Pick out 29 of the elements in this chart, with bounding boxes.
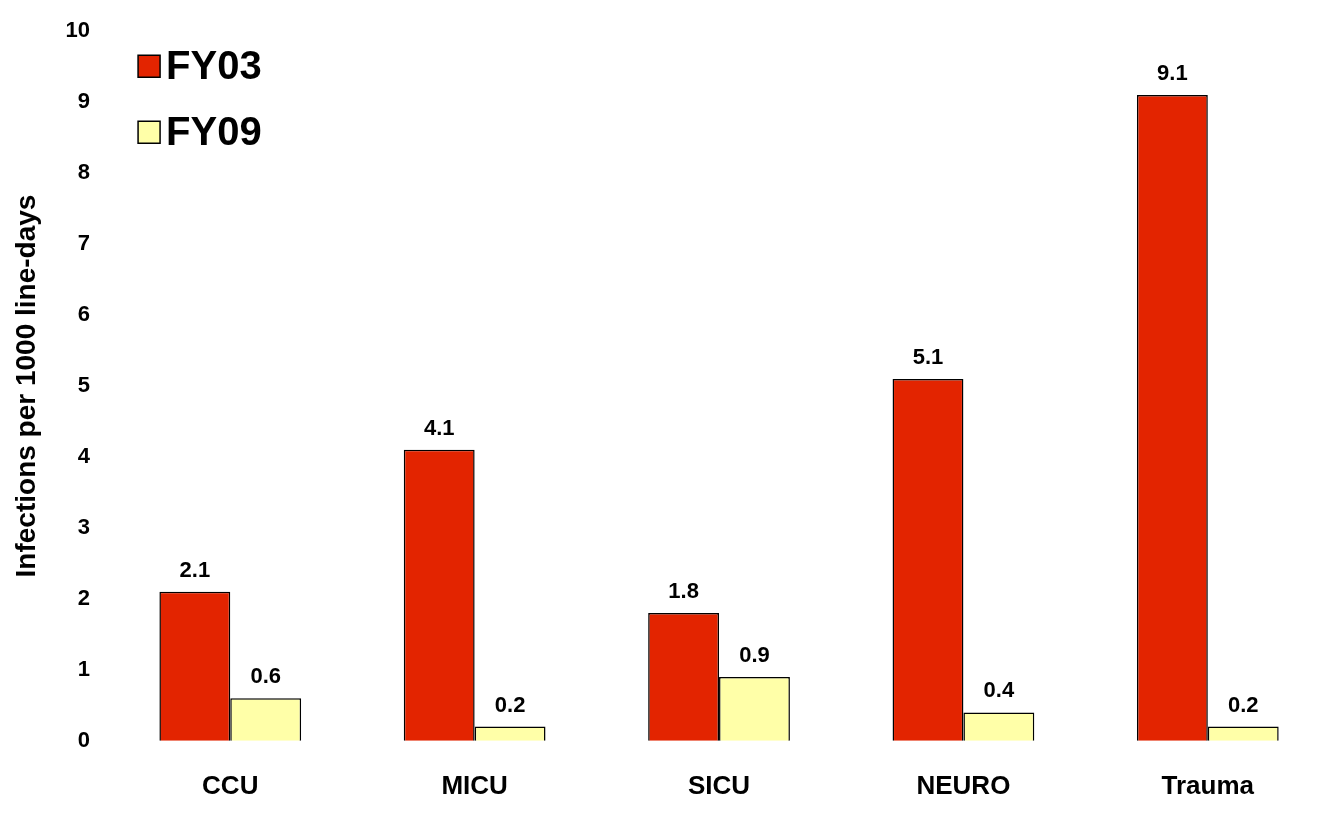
data-label: 2.1 xyxy=(179,556,211,582)
y-axis-title: Infections per 1000 line-days xyxy=(9,194,41,578)
y-tick-label: 0 xyxy=(77,726,91,752)
legend-label: FY09 xyxy=(166,109,262,154)
y-tick-label: 8 xyxy=(77,159,91,185)
y-tick-label: 1 xyxy=(77,655,91,681)
y-tick-label: 6 xyxy=(77,301,91,327)
data-label: 0.4 xyxy=(983,677,1015,703)
data-label: 4.1 xyxy=(423,414,455,440)
data-label: 0.6 xyxy=(250,663,281,689)
y-tick-label: 2 xyxy=(77,584,91,610)
y-tick-label: 10 xyxy=(65,17,91,43)
x-tick-label: NEURO xyxy=(916,769,1011,800)
data-label: 9.1 xyxy=(1157,60,1188,86)
data-label: 5.1 xyxy=(912,343,944,369)
data-label: 0.9 xyxy=(739,642,770,667)
y-tick-label: 7 xyxy=(77,230,91,256)
x-tick-label: SICU xyxy=(687,769,751,800)
x-tick-label: CCU xyxy=(202,769,259,800)
legend-label: FY03 xyxy=(166,43,262,88)
data-label: 1.8 xyxy=(668,578,699,604)
y-tick-label: 5 xyxy=(77,372,91,398)
y-tick-label: 3 xyxy=(77,513,91,539)
x-tick-label: MICU xyxy=(441,769,508,800)
x-tick-label: Trauma xyxy=(1161,769,1255,800)
data-label: 0.2 xyxy=(1227,691,1259,717)
y-tick-label: 4 xyxy=(77,443,91,469)
y-tick-label: 9 xyxy=(77,88,91,114)
data-label: 0.2 xyxy=(494,691,526,717)
